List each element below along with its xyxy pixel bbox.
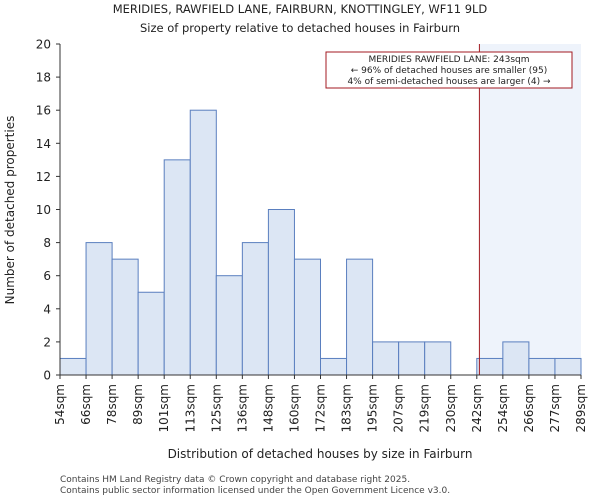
x-tick-label: 230sqm (444, 384, 458, 432)
histogram-bar (241, 242, 269, 376)
histogram-bar (424, 341, 452, 376)
x-tick-label: 160sqm (287, 384, 301, 432)
histogram-bar (320, 357, 348, 376)
histogram-bar (59, 357, 87, 376)
x-tick-label: 66sqm (79, 384, 93, 425)
x-tick-label: 101sqm (157, 384, 171, 432)
histogram-bar (372, 341, 400, 376)
y-tick-label: 12 (36, 170, 51, 184)
x-tick-label: 89sqm (131, 384, 145, 425)
x-tick-label: 78sqm (105, 384, 119, 425)
y-tick-label: 16 (36, 104, 51, 118)
x-tick-label: 266sqm (522, 384, 536, 432)
histogram-bar (189, 109, 217, 376)
x-tick-label: 254sqm (496, 384, 510, 432)
histogram-bar (554, 357, 582, 376)
annotation-box (325, 51, 573, 89)
y-tick-label: 8 (43, 236, 51, 250)
x-tick-label: 136sqm (235, 384, 249, 432)
histogram-bar (502, 341, 530, 376)
histogram-bar (293, 258, 322, 376)
histogram-bar (398, 341, 426, 376)
y-tick-label: 20 (36, 38, 51, 52)
x-tick-label: 183sqm (340, 384, 354, 432)
larger-region-highlight (479, 44, 581, 375)
histogram-bar (215, 275, 243, 376)
x-tick-label: 207sqm (392, 384, 406, 432)
chart-title: MERIDIES, RAWFIELD LANE, FAIRBURN, KNOTT… (113, 2, 488, 16)
y-tick-label: 14 (36, 137, 51, 151)
histogram-bar (137, 291, 165, 376)
annotation-line-1: MERIDIES RAWFIELD LANE: 243sqm (368, 55, 529, 65)
annotation-line-2: ← 96% of detached houses are smaller (95… (351, 66, 548, 76)
x-tick-label: 289sqm (574, 384, 588, 432)
footer-line-2: Contains public sector information licen… (60, 486, 450, 496)
x-tick-label: 219sqm (418, 384, 432, 432)
histogram-bar (111, 258, 139, 376)
x-tick-label: 242sqm (470, 384, 484, 432)
x-tick-label: 54sqm (53, 384, 67, 425)
x-axis-label: Distribution of detached houses by size … (168, 447, 473, 461)
histogram-bar (267, 209, 295, 376)
chart-subtitle: Size of property relative to detached ho… (140, 21, 460, 35)
annotation-line-3: 4% of semi-detached houses are larger (4… (347, 77, 551, 87)
histogram-bar (85, 242, 113, 376)
histogram-bar (528, 357, 556, 376)
y-tick-label: 0 (43, 369, 51, 383)
y-tick-label: 10 (36, 203, 51, 217)
x-tick-label: 277sqm (548, 384, 562, 432)
y-tick-label: 6 (43, 269, 51, 283)
x-tick-label: 148sqm (261, 384, 275, 432)
histogram-bar (163, 159, 191, 376)
x-tick-label: 113sqm (183, 384, 197, 432)
histogram-bar (346, 258, 374, 376)
footer-line-1: Contains HM Land Registry data © Crown c… (60, 475, 410, 485)
y-tick-label: 2 (43, 335, 51, 349)
x-tick-label: 125sqm (209, 384, 223, 432)
y-tick-label: 18 (36, 71, 51, 85)
x-tick-label: 195sqm (366, 384, 380, 432)
y-axis-label: Number of detached properties (3, 116, 17, 305)
y-tick-label: 4 (43, 302, 51, 316)
histogram-bar (476, 357, 504, 376)
marker-annotation: MERIDIES RAWFIELD LANE: 243sqm ← 96% of … (325, 51, 573, 89)
x-tick-label: 172sqm (314, 384, 328, 432)
